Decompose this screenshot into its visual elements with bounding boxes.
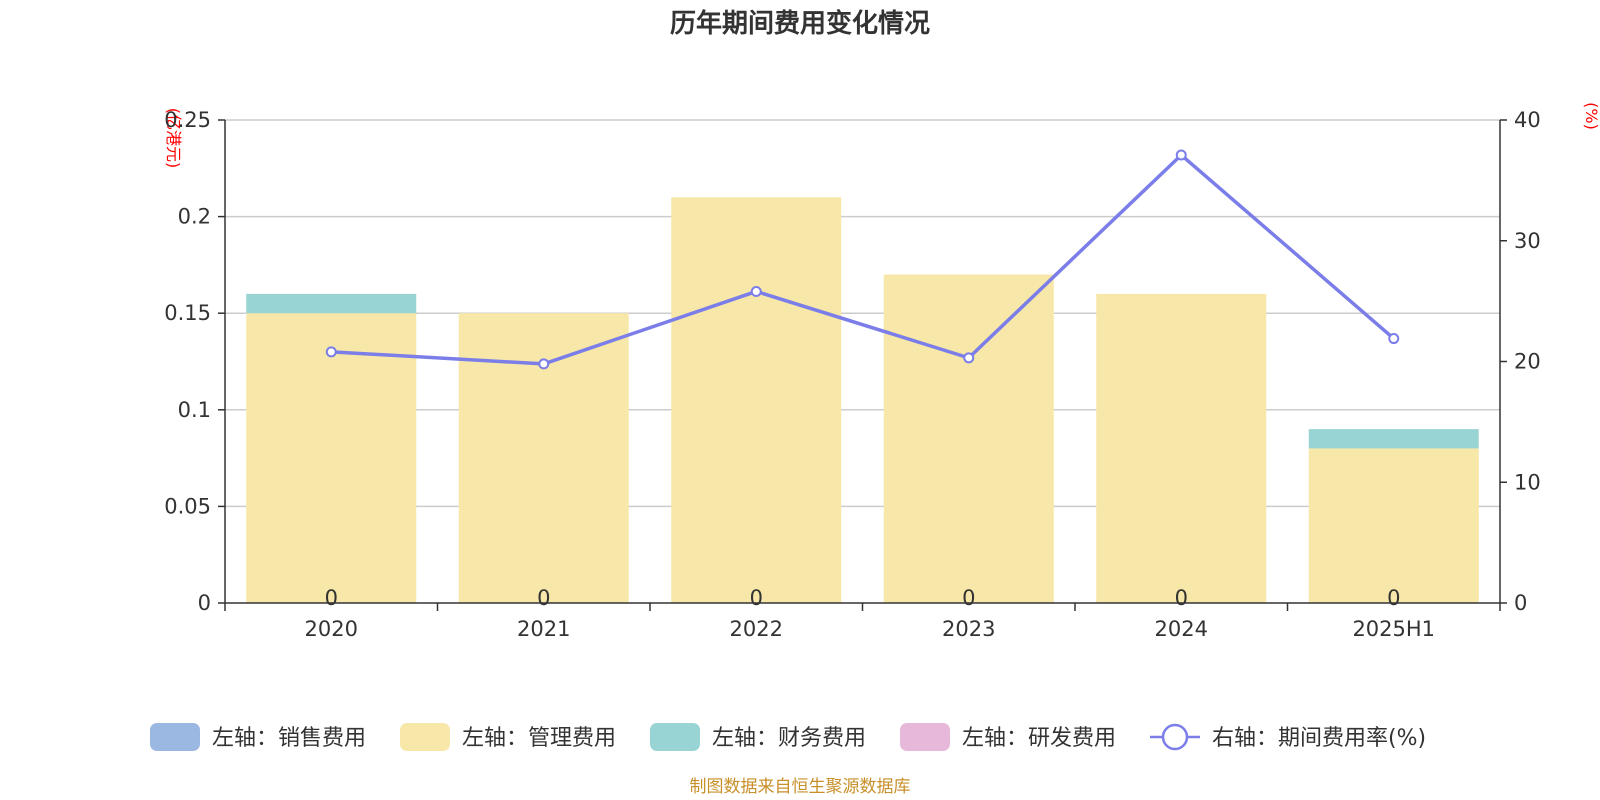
right-tick-label: 40 [1514, 108, 1541, 132]
x-tick-label: 2021 [517, 617, 570, 641]
legend-swatch-0 [150, 723, 200, 751]
rate-point-2020 [325, 346, 337, 358]
zero-value-label: 0 [750, 586, 763, 610]
zero-value-label: 0 [537, 586, 550, 610]
bar-2024-series-1 [1096, 293, 1267, 603]
zero-value-label: 0 [962, 586, 975, 610]
right-tick-label: 20 [1514, 350, 1541, 374]
rate-point-2022 [750, 285, 762, 297]
zero-value-label: 0 [1387, 586, 1400, 610]
rate-point-2023 [963, 352, 975, 364]
bar-2025H1-series-2 [1308, 429, 1479, 449]
legend-label-2: 左轴：财务费用 [712, 726, 866, 751]
bar-2020-series-2 [246, 293, 417, 314]
x-tick-label: 2023 [942, 617, 995, 641]
left-axis-unit: (亿港元) [164, 108, 183, 169]
right-axis-unit: (%) [1582, 102, 1600, 130]
rate-line-series [325, 149, 1400, 370]
legend: 左轴：销售费用 左轴：管理费用 左轴：财务费用 左轴：研发费用 右轴：期间费用率(%) [150, 723, 1426, 751]
legend-label-3: 左轴：研发费用 [962, 726, 1116, 751]
x-tick-label: 2020 [305, 617, 358, 641]
bar-2025H1-series-1 [1308, 448, 1479, 603]
rate-point-2024 [1175, 149, 1187, 161]
source-note: 制图数据来自恒生聚源数据库 [690, 777, 911, 797]
rate-line [331, 153, 1395, 366]
bar-2021-series-1 [458, 313, 629, 603]
left-tick-label: 0.15 [164, 301, 211, 325]
left-tick-label: 0 [198, 591, 211, 615]
zero-value-label: 0 [325, 586, 338, 610]
rate-point-2021 [538, 358, 550, 370]
zero-value-label: 0 [1175, 586, 1188, 610]
axes: 0 0.05 0.1 0.15 0.2 0.25 0 10 20 30 40 2020 0 2021 0 20… [164, 108, 1541, 641]
left-tick-label: 0.25 [164, 108, 211, 132]
right-tick-label: 0 [1514, 591, 1527, 615]
legend-label-1: 左轴：管理费用 [462, 726, 616, 751]
bar-2023-series-1 [883, 274, 1054, 603]
legend-swatch-2 [650, 723, 700, 751]
legend-marker-icon [1161, 723, 1189, 751]
bar-2020-series-1 [246, 313, 417, 603]
rate-point-2025H1 [1388, 333, 1400, 345]
left-tick-label: 0.2 [178, 205, 211, 229]
right-tick-label: 10 [1514, 470, 1541, 494]
chart-title: 历年期间费用变化情况 [670, 8, 930, 39]
x-tick-label: 2022 [730, 617, 783, 641]
left-tick-label: 0.05 [164, 494, 211, 518]
grid-lines [225, 119, 1500, 508]
x-tick-label: 2024 [1155, 617, 1208, 641]
bar-series [246, 197, 1479, 603]
bar-2022-series-1 [671, 197, 842, 603]
legend-label-0: 左轴：销售费用 [212, 726, 366, 751]
x-tick-label: 2025H1 [1352, 617, 1435, 641]
legend-swatch-3 [900, 723, 950, 751]
right-tick-label: 30 [1514, 229, 1541, 253]
legend-label-4: 右轴：期间费用率(%) [1212, 726, 1426, 751]
legend-swatch-1 [400, 723, 450, 751]
left-tick-label: 0.1 [178, 398, 211, 422]
